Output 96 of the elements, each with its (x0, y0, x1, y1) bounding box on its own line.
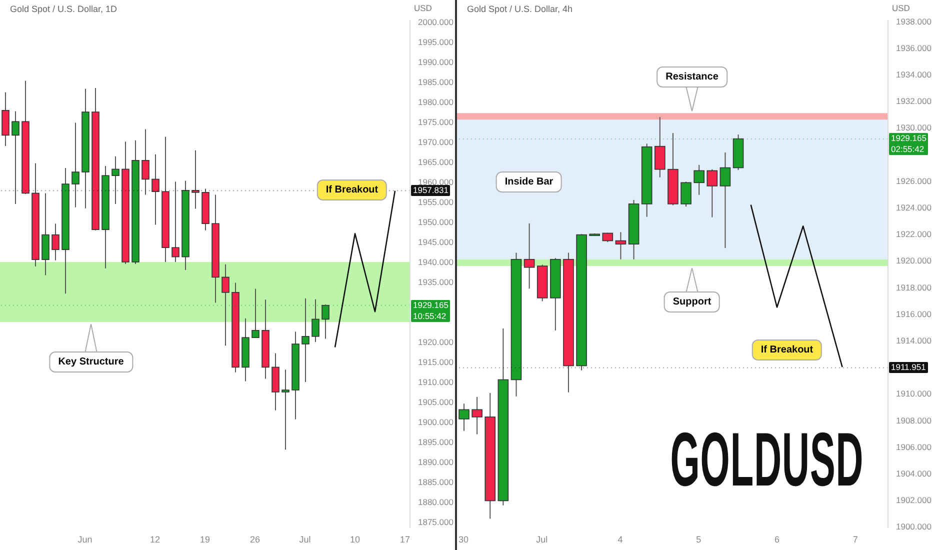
annotation: GOLDUSD (670, 416, 864, 504)
y-tick-label: 1932.000 (896, 96, 932, 106)
y-tick-label: 1910.000 (896, 388, 932, 399)
x-tick-label: 26 (250, 534, 260, 544)
y-tick-label: 1950.000 (418, 217, 454, 228)
y-tick-label: 1904.000 (896, 468, 932, 478)
y-tick-label: 1955.000 (418, 197, 454, 208)
x-tick-label: 30 (458, 534, 469, 544)
y-tick-label: 1910.000 (418, 377, 454, 388)
y-tick-label: 1945.000 (418, 237, 454, 248)
x-tick-label: 6 (774, 534, 780, 544)
band-label: Key Structure (49, 352, 133, 372)
candlestick (524, 222, 535, 290)
candlestick (152, 154, 160, 226)
y-tick-label: 1920.000 (896, 256, 932, 266)
y-tick-label: 1915.000 (418, 357, 454, 368)
y-tick-label: 1908.000 (896, 415, 932, 426)
annotation: Inside Bar (496, 172, 562, 192)
y-tick-label: 1985.000 (418, 77, 454, 88)
candlestick (72, 122, 80, 208)
text: 10:55:42 (413, 310, 448, 322)
candlestick (112, 156, 120, 204)
annotation: If Breakout (752, 340, 822, 360)
y-tick-label: 1926.000 (896, 176, 932, 186)
chart-title: Gold Spot / U.S. Dollar, 4h (467, 4, 573, 14)
text: 02:55:42 (891, 144, 926, 156)
y-tick-label: 1895.000 (418, 437, 454, 448)
y-tick-label: 1934.000 (896, 70, 932, 80)
candlestick (458, 403, 470, 432)
candlestick (706, 168, 718, 218)
y-tick-label: 1922.000 (896, 229, 932, 240)
x-tick-label: 19 (200, 534, 210, 544)
annotation: If Breakout (316, 180, 388, 200)
y-tick-label: 1960.000 (418, 177, 454, 188)
band-label: Support (664, 292, 720, 313)
chart-title: Gold Spot / U.S. Dollar, 1D (10, 4, 118, 14)
y-tick-label: 1900.000 (418, 417, 454, 428)
y-tick-label: 1935.000 (418, 277, 454, 288)
candlestick (12, 110, 20, 204)
y-tick-label: 1975.000 (418, 117, 454, 128)
y-tick-label: 1990.000 (418, 57, 454, 68)
y-tick-label: 1875.000 (418, 517, 454, 528)
candlestick (322, 304, 330, 340)
y-tick-label: 1905.000 (418, 397, 454, 408)
y-tick-label: 1914.000 (896, 336, 932, 346)
candlestick (142, 128, 150, 196)
y-tick-label: 1938.000 (896, 16, 932, 26)
ref-line-label: 1929.165 (891, 133, 926, 144)
y-tick-label: 1916.000 (896, 308, 932, 319)
candlestick (312, 298, 320, 342)
band-label: Resistance (656, 66, 728, 88)
y-tick-label: 1930.000 (896, 122, 932, 133)
y-tick-label: 2000.000 (418, 17, 454, 28)
candlestick (252, 288, 260, 338)
candlestick (694, 164, 704, 196)
candlestick (654, 116, 666, 178)
candlestick (172, 181, 180, 262)
y-axis-title: USD (414, 3, 432, 13)
candlestick (615, 232, 626, 260)
candlestick (680, 181, 692, 208)
candlestick (720, 152, 731, 249)
x-tick-label: 7 (852, 534, 858, 544)
y-axis-title: USD (892, 3, 910, 13)
ref-line-label: 1929.165 (413, 300, 448, 311)
y-tick-label: 1980.000 (418, 97, 454, 108)
y-tick-label: 1965.000 (418, 157, 454, 168)
x-tick-label: Jul (299, 534, 311, 544)
x-tick-label: Jun (78, 534, 92, 544)
y-tick-label: 1880.000 (418, 497, 454, 508)
x-tick-label: 12 (150, 534, 160, 544)
x-tick-label: 4 (618, 534, 623, 544)
candlestick (222, 264, 230, 346)
y-tick-label: 1902.000 (896, 495, 932, 506)
y-tick-label: 1920.000 (418, 337, 454, 348)
candlestick (52, 223, 60, 261)
y-tick-label: 1924.000 (896, 202, 932, 213)
y-tick-label: 1890.000 (418, 457, 454, 468)
y-tick-label: 1970.000 (418, 137, 454, 148)
y-tick-label: 1936.000 (896, 42, 932, 53)
candlestick (282, 369, 290, 450)
candlestick (302, 298, 310, 382)
ref-line-label: 1957.831 (413, 185, 448, 196)
candlestick (192, 150, 200, 210)
x-tick-label: 5 (696, 534, 702, 544)
y-tick-label: 1940.000 (418, 257, 454, 268)
ref-line-label: 1911.951 (891, 362, 926, 374)
y-tick-label: 1885.000 (418, 477, 454, 488)
line-series (750, 204, 843, 368)
x-tick-label: 17 (400, 534, 410, 544)
x-tick-label: Jul (536, 534, 548, 544)
x-tick-label: 10 (350, 534, 360, 544)
candlestick (472, 396, 482, 435)
y-tick-label: 1995.000 (418, 37, 454, 48)
y-tick-label: 1906.000 (896, 442, 932, 452)
y-tick-label: 1918.000 (896, 282, 932, 292)
y-tick-label: 1900.000 (896, 522, 932, 532)
